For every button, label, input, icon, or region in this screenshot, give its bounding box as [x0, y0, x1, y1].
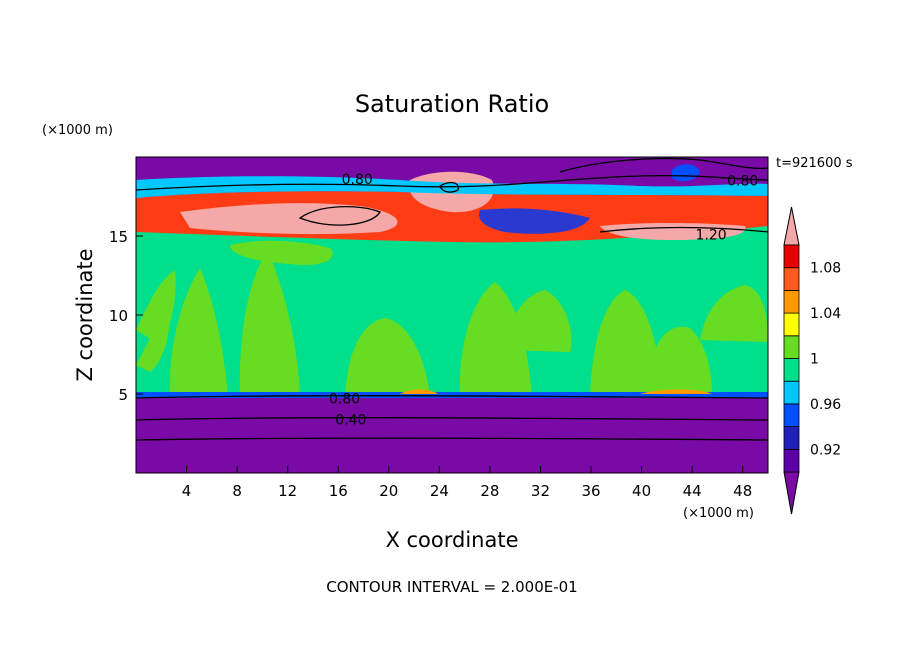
x-tick-label: 28 — [480, 482, 499, 500]
contour-line — [439, 181, 459, 193]
field-blue-patch — [672, 164, 700, 182]
field-green-plume — [505, 290, 572, 352]
colorbar-swatch — [783, 335, 800, 359]
x-tick-label: 36 — [581, 482, 600, 500]
colorbar-swatch — [783, 312, 800, 337]
colorbar-tick-label: 0.92 — [810, 442, 841, 458]
x-tick-label: 24 — [430, 482, 449, 500]
saturation-field — [136, 157, 768, 473]
y-tick-label: 15 — [109, 228, 128, 246]
x-axis-ticks: 4 8 12 16 20 24 28 32 36 40 44 48 — [182, 466, 752, 500]
contour-line — [559, 157, 768, 173]
field-green-plume — [239, 250, 300, 396]
colorbar-swatch — [783, 289, 800, 314]
colorbar-tick-label: 1.04 — [810, 306, 841, 322]
colorbar-tick-label: 1 — [810, 352, 819, 368]
contour-line — [136, 174, 768, 191]
field-green-plume — [645, 326, 712, 396]
contour-line — [298, 205, 381, 226]
y-axis-ticks: 5 10 15 — [109, 228, 143, 404]
contour-line — [136, 395, 768, 399]
x-tick-label: 20 — [379, 482, 398, 500]
x-tick-label: 8 — [232, 482, 242, 500]
colorbar-swatch — [783, 403, 800, 427]
colorbar-swatch — [783, 244, 800, 269]
y-axis-label: Z coordinate — [73, 248, 97, 381]
y-unit-label: (×1000 m) — [42, 123, 113, 138]
field-green-plume — [136, 300, 171, 372]
x-tick-label: 16 — [329, 482, 348, 500]
x-tick-label: 12 — [278, 482, 297, 500]
y-tick-label: 10 — [109, 307, 128, 325]
colorbar-under-arrow — [783, 471, 800, 515]
contour-label: 0.80 — [342, 172, 373, 188]
contour-label: 1.20 — [696, 227, 727, 243]
colorbar-over-arrow — [783, 206, 800, 246]
field-orange-patch — [400, 389, 438, 394]
field-green-plume — [459, 282, 532, 396]
field-green-plume — [169, 268, 228, 396]
x-tick-label: 44 — [683, 482, 702, 500]
x-tick-label: 32 — [531, 482, 550, 500]
x-tick-label: 40 — [632, 482, 651, 500]
x-tick-label: 48 — [733, 482, 752, 500]
contour-line — [136, 437, 768, 441]
contour-interval-footer: CONTOUR INTERVAL = 2.000E-01 — [326, 578, 577, 596]
contour-labels: 0.80 0.80 1.20 0.80 0.40 — [329, 172, 758, 428]
contour-line — [599, 226, 768, 233]
field-orange-patch — [640, 389, 712, 394]
colorbar-swatch — [783, 448, 800, 473]
field-green-plume — [345, 318, 430, 396]
x-tick-label: 4 — [182, 482, 192, 500]
field-green-patch — [230, 240, 333, 266]
colorbar-swatch — [783, 267, 800, 291]
x-unit-label: (×1000 m) — [683, 506, 754, 521]
field-blue-patch — [479, 208, 590, 234]
y-tick-label: 5 — [118, 386, 128, 404]
field-green-plume — [590, 290, 662, 396]
contour-label: 0.80 — [329, 392, 360, 408]
time-label: t=921600 s — [776, 156, 853, 171]
colorbar-swatch — [783, 426, 800, 450]
colorbar-swatch — [783, 358, 800, 382]
contour-label: 0.40 — [335, 412, 366, 428]
field-green-plume — [700, 285, 768, 342]
field-pink-patch — [180, 203, 398, 235]
colorbar-swatch — [783, 380, 800, 405]
chart-title: Saturation Ratio — [355, 90, 549, 118]
colorbar: 0.92 0.96 1 1.04 1.08 — [783, 206, 841, 515]
contour-lines — [136, 157, 768, 441]
colorbar-tick-label: 1.08 — [810, 261, 841, 277]
contour-label: 0.80 — [727, 174, 758, 190]
contour-line — [136, 417, 768, 421]
x-axis-label: X coordinate — [385, 528, 518, 552]
colorbar-tick-label: 0.96 — [810, 397, 841, 413]
